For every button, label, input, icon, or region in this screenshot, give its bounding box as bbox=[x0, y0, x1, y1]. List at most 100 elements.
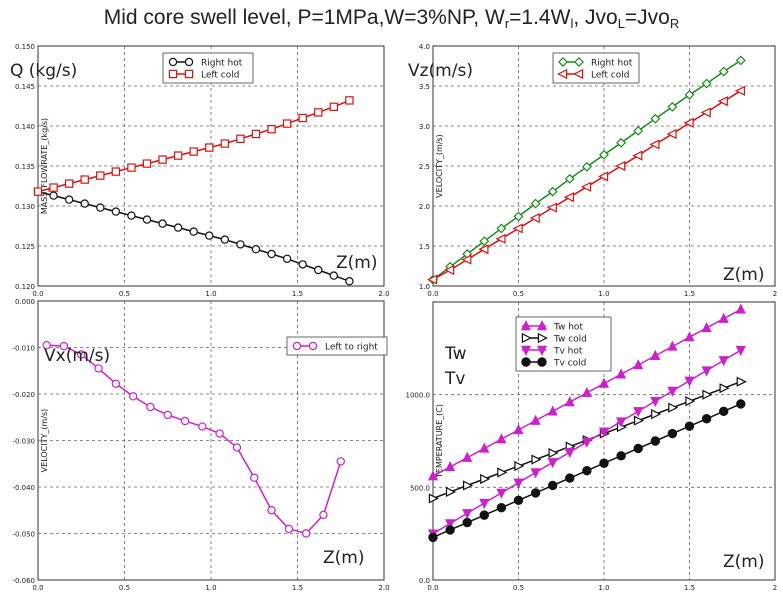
y-tick-label: 500.0 bbox=[410, 484, 430, 492]
legend-marker bbox=[536, 320, 548, 331]
y-tick-label: 2.0 bbox=[419, 203, 430, 211]
y-tick-label: 0.135 bbox=[15, 163, 35, 171]
legend-label: Right hot bbox=[201, 59, 243, 69]
data-point bbox=[667, 386, 678, 397]
data-point bbox=[650, 349, 661, 360]
data-point bbox=[251, 129, 261, 139]
data-point bbox=[329, 102, 339, 112]
data-point bbox=[445, 461, 456, 472]
data-point bbox=[173, 223, 183, 232]
data-point bbox=[718, 66, 729, 77]
data-point bbox=[530, 414, 541, 425]
data-point bbox=[634, 415, 645, 426]
data-point bbox=[158, 219, 167, 228]
data-point bbox=[479, 510, 490, 520]
x-axis-label: Z(m) bbox=[723, 265, 764, 285]
legend-label: Tv hot bbox=[553, 347, 583, 357]
x-tick-label: 2.0 bbox=[378, 584, 389, 592]
legend-marker bbox=[557, 68, 568, 80]
x-tick-label: 2 bbox=[773, 584, 777, 592]
data-point bbox=[582, 465, 592, 476]
y-tick-label: 0.145 bbox=[15, 83, 35, 91]
x-axis-label: Z(m) bbox=[336, 253, 377, 273]
data-point bbox=[180, 416, 190, 426]
data-point bbox=[513, 211, 524, 222]
data-point bbox=[267, 124, 276, 134]
data-point bbox=[427, 274, 438, 285]
data-point bbox=[77, 350, 86, 359]
data-point bbox=[563, 192, 574, 203]
data-point bbox=[668, 402, 679, 413]
data-point bbox=[215, 429, 224, 438]
data-point bbox=[616, 368, 627, 379]
data-point bbox=[284, 524, 294, 534]
data-point bbox=[462, 517, 472, 528]
x-tick-label: 1.5 bbox=[684, 290, 695, 298]
data-point bbox=[736, 376, 747, 387]
y-tick-label: 4.0 bbox=[419, 43, 430, 51]
y-tick-label: 1.0 bbox=[419, 283, 430, 291]
data-point bbox=[497, 467, 508, 478]
data-point bbox=[683, 117, 694, 128]
panel-quantity-label-2: Tv bbox=[444, 369, 465, 389]
data-point bbox=[33, 187, 43, 196]
data-point bbox=[633, 125, 644, 136]
figure-title: Mid core swell level, P=1MPa,W=3%NP, Wr=… bbox=[103, 6, 680, 31]
data-point bbox=[319, 510, 328, 520]
data-point bbox=[514, 460, 525, 472]
data-point bbox=[735, 303, 746, 314]
data-point bbox=[701, 78, 712, 89]
x-tick-label: 0.0 bbox=[427, 290, 438, 298]
data-point bbox=[479, 236, 490, 247]
legend-label: Right hot bbox=[591, 59, 633, 69]
data-point bbox=[479, 442, 490, 453]
data-point bbox=[462, 509, 473, 520]
data-point bbox=[565, 473, 575, 483]
data-point bbox=[428, 532, 438, 543]
data-point bbox=[546, 202, 557, 213]
data-point bbox=[64, 179, 74, 188]
data-point bbox=[111, 207, 121, 216]
data-point bbox=[189, 227, 198, 236]
x-tick-label: 1.0 bbox=[598, 290, 609, 298]
data-point bbox=[205, 231, 214, 240]
data-point bbox=[462, 480, 474, 491]
data-point bbox=[735, 345, 746, 357]
data-point bbox=[480, 473, 491, 485]
data-point bbox=[581, 161, 592, 172]
legend-marker bbox=[574, 57, 584, 67]
data-point bbox=[205, 143, 214, 152]
data-point bbox=[684, 376, 695, 387]
data-point bbox=[267, 249, 276, 259]
y-tick-label: -0.050 bbox=[12, 531, 35, 539]
data-point bbox=[427, 470, 439, 481]
data-point bbox=[701, 322, 712, 333]
data-point bbox=[684, 89, 695, 100]
data-point bbox=[142, 215, 152, 224]
data-point bbox=[444, 264, 455, 276]
data-point bbox=[530, 488, 541, 498]
x-tick-label: 0.0 bbox=[427, 584, 438, 592]
data-point bbox=[581, 386, 592, 398]
legend-marker bbox=[292, 341, 302, 351]
data-point bbox=[127, 211, 136, 220]
legend-label: Tw hot bbox=[553, 323, 583, 333]
panel-quantity-label: Vx(m/s) bbox=[44, 346, 110, 366]
legend-marker bbox=[184, 69, 194, 79]
data-point bbox=[445, 525, 455, 535]
data-point bbox=[530, 468, 541, 479]
data-point bbox=[719, 383, 730, 394]
data-point bbox=[666, 128, 677, 140]
data-point bbox=[282, 254, 292, 263]
data-point bbox=[59, 341, 69, 351]
data-point bbox=[250, 473, 259, 482]
x-tick-label: 0.5 bbox=[513, 584, 524, 592]
data-point bbox=[189, 147, 198, 156]
legend-label: Left cold bbox=[201, 71, 239, 81]
data-point bbox=[314, 265, 323, 275]
legend-marker bbox=[184, 57, 194, 67]
y-tick-label: -0.040 bbox=[12, 484, 35, 492]
data-point bbox=[142, 159, 152, 168]
legend-marker bbox=[520, 345, 532, 356]
data-point bbox=[267, 506, 276, 515]
